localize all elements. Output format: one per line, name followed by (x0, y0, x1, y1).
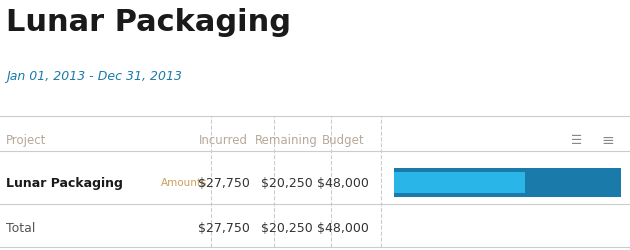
Text: $27,750: $27,750 (198, 221, 249, 234)
Text: ≡: ≡ (602, 132, 614, 148)
Text: $48,000: $48,000 (318, 221, 369, 234)
Text: Jan 01, 2013 - Dec 31, 2013: Jan 01, 2013 - Dec 31, 2013 (6, 70, 182, 83)
Text: ☰: ☰ (571, 134, 582, 146)
Text: Lunar Packaging: Lunar Packaging (6, 8, 291, 36)
Text: Remaining: Remaining (255, 134, 318, 146)
Text: Project: Project (6, 134, 47, 146)
Text: $48,000: $48,000 (318, 176, 369, 189)
Text: Incurred: Incurred (199, 134, 248, 146)
Text: Amounts: Amounts (161, 178, 207, 188)
Text: Lunar Packaging: Lunar Packaging (6, 176, 123, 189)
Text: $20,250: $20,250 (261, 221, 312, 234)
Text: $27,750: $27,750 (198, 176, 249, 189)
Bar (394, 172, 525, 193)
Text: Budget: Budget (322, 134, 365, 146)
Bar (394, 168, 621, 197)
Text: Total: Total (6, 221, 36, 234)
Text: $20,250: $20,250 (261, 176, 312, 189)
